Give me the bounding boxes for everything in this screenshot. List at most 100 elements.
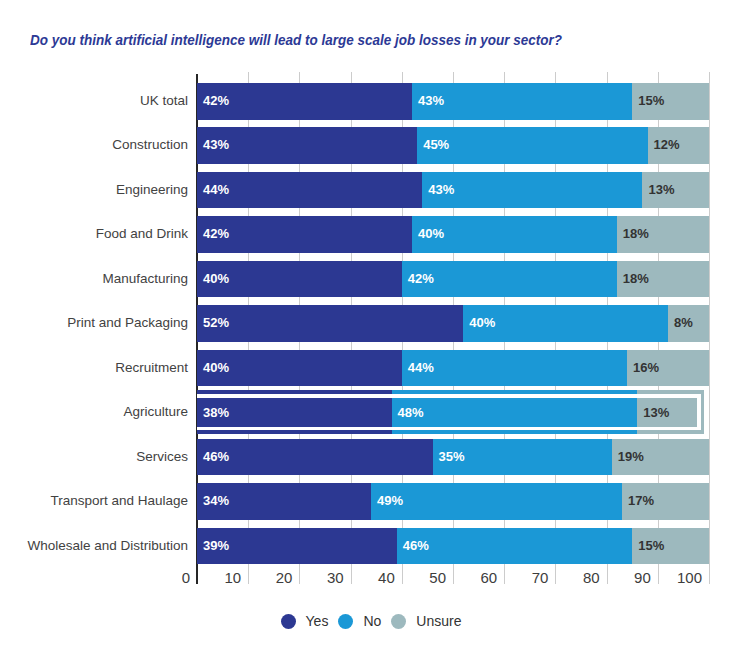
value-label: 40% (197, 350, 229, 387)
category-label: Agriculture (0, 390, 188, 434)
value-label: 42% (197, 83, 229, 120)
x-tick-label: 0 (144, 570, 190, 586)
bar-segment-no[interactable]: 48% (392, 398, 638, 427)
bar-segment-unsure[interactable]: 13% (637, 398, 697, 427)
value-label: 45% (417, 127, 449, 164)
value-label: 39% (197, 528, 229, 565)
bar-segment-no[interactable]: 42% (402, 261, 617, 298)
bar-segment-yes[interactable]: 40% (197, 261, 402, 298)
x-tick-label: 90 (605, 570, 651, 586)
gridline (709, 72, 710, 584)
value-label: 18% (617, 261, 649, 298)
value-label: 42% (197, 216, 229, 253)
category-label: Engineering (0, 168, 188, 212)
bar-row[interactable]: 52% 40% 8% (197, 305, 709, 342)
bar-segment-no[interactable]: 44% (402, 350, 627, 387)
legend-marker-no (338, 614, 353, 629)
bar-segment-no[interactable]: 35% (433, 439, 612, 476)
bar-segment-unsure[interactable]: 13% (642, 172, 709, 209)
bar-row[interactable]: 44%43% 13% (197, 172, 709, 209)
bar-segment-unsure[interactable]: 19% (612, 439, 709, 476)
bar-row[interactable]: 43% 45% 12% (197, 127, 709, 164)
bar-row[interactable]: 39% 46%15% (197, 528, 709, 565)
bar-segment-unsure[interactable]: 15% (632, 83, 709, 120)
bar-segment-yes[interactable]: 43% (197, 127, 417, 164)
bar-segment-no[interactable]: 40% (463, 305, 668, 342)
value-label: 8% (668, 305, 693, 342)
bar-segment-unsure[interactable]: 18% (617, 216, 709, 253)
bar-row[interactable]: 42% 43% 15% (197, 83, 709, 120)
value-label: 15% (632, 528, 664, 565)
category-label: Food and Drink (0, 212, 188, 256)
legend-marker-unsure (391, 614, 406, 629)
value-label: 15% (632, 83, 664, 120)
legend-label: No (363, 613, 381, 629)
plot-area: 0102030405060708090100UK total42%43%15%C… (0, 0, 750, 664)
value-label: 13% (642, 172, 674, 209)
category-label: UK total (0, 79, 188, 123)
value-label: 34% (197, 483, 229, 520)
bar-segment-no[interactable]: 46% (397, 528, 633, 565)
category-label: Manufacturing (0, 257, 188, 301)
value-label: 48% (392, 398, 424, 427)
bar-segment-yes[interactable]: 52% (197, 305, 463, 342)
bar-segment-unsure[interactable]: 16% (627, 350, 709, 387)
x-tick-label: 80 (554, 570, 600, 586)
category-label: Wholesale and Distribution (0, 524, 188, 568)
x-tick-label: 30 (298, 570, 344, 586)
value-label: 19% (612, 439, 644, 476)
value-label: 16% (627, 350, 659, 387)
bar-segment-no[interactable]: 43% (412, 83, 632, 120)
bar-segment-no[interactable]: 43% (422, 172, 642, 209)
x-tick-label: 10 (195, 570, 241, 586)
value-label: 35% (433, 439, 465, 476)
value-label: 43% (412, 83, 444, 120)
bar-row[interactable]: 40% 44% 16% (197, 350, 709, 387)
bar-segment-yes[interactable]: 44% (197, 172, 422, 209)
bar-segment-unsure[interactable]: 8% (668, 305, 709, 342)
x-tick-label: 70 (502, 570, 548, 586)
bar-segment-no[interactable]: 40% (412, 216, 617, 253)
value-label: 42% (402, 261, 434, 298)
value-label: 43% (422, 172, 454, 209)
x-tick-label: 100 (656, 570, 702, 586)
category-label: Recruitment (0, 346, 188, 390)
bar-row[interactable]: 42% 40% 18% (197, 216, 709, 253)
bar-segment-unsure[interactable]: 15% (632, 528, 709, 565)
bar-row[interactable]: 34% 49%17% (197, 483, 709, 520)
value-label: 12% (648, 127, 680, 164)
bar-segment-yes[interactable]: 42% (197, 216, 412, 253)
bar-segment-yes[interactable]: 46% (197, 439, 433, 476)
category-label: Transport and Haulage (0, 479, 188, 523)
bar-row[interactable]: 38%48% 13% (197, 398, 697, 427)
bar-row[interactable]: 40%42% 18% (197, 261, 709, 298)
value-label: 43% (197, 127, 229, 164)
value-label: 40% (412, 216, 444, 253)
x-tick-label: 50 (400, 570, 446, 586)
bar-segment-yes[interactable]: 34% (197, 483, 371, 520)
bar-segment-yes[interactable]: 40% (197, 350, 402, 387)
bar-row[interactable]: 46%35% 19% (197, 439, 709, 476)
value-label: 40% (463, 305, 495, 342)
bar-segment-yes[interactable]: 39% (197, 528, 397, 565)
legend-item-unsure[interactable]: Unsure (391, 613, 461, 629)
bar-segment-unsure[interactable]: 17% (622, 483, 709, 520)
value-label: 52% (197, 305, 229, 342)
legend-item-yes[interactable]: Yes (281, 613, 329, 629)
value-label: 17% (622, 483, 654, 520)
bar-segment-unsure[interactable]: 18% (617, 261, 709, 298)
category-label: Construction (0, 123, 188, 167)
bar-segment-unsure[interactable]: 12% (648, 127, 709, 164)
x-tick-label: 20 (246, 570, 292, 586)
bar-segment-yes[interactable]: 38% (197, 398, 392, 427)
legend-label: Unsure (416, 613, 461, 629)
bar-segment-no[interactable]: 45% (417, 127, 647, 164)
value-label: 13% (637, 398, 669, 427)
bar-segment-no[interactable]: 49% (371, 483, 622, 520)
category-label: Services (0, 435, 188, 479)
value-label: 44% (402, 350, 434, 387)
x-tick-label: 60 (451, 570, 497, 586)
legend-item-no[interactable]: No (338, 613, 381, 629)
bar-segment-yes[interactable]: 42% (197, 83, 412, 120)
legend-marker-yes (281, 614, 296, 629)
